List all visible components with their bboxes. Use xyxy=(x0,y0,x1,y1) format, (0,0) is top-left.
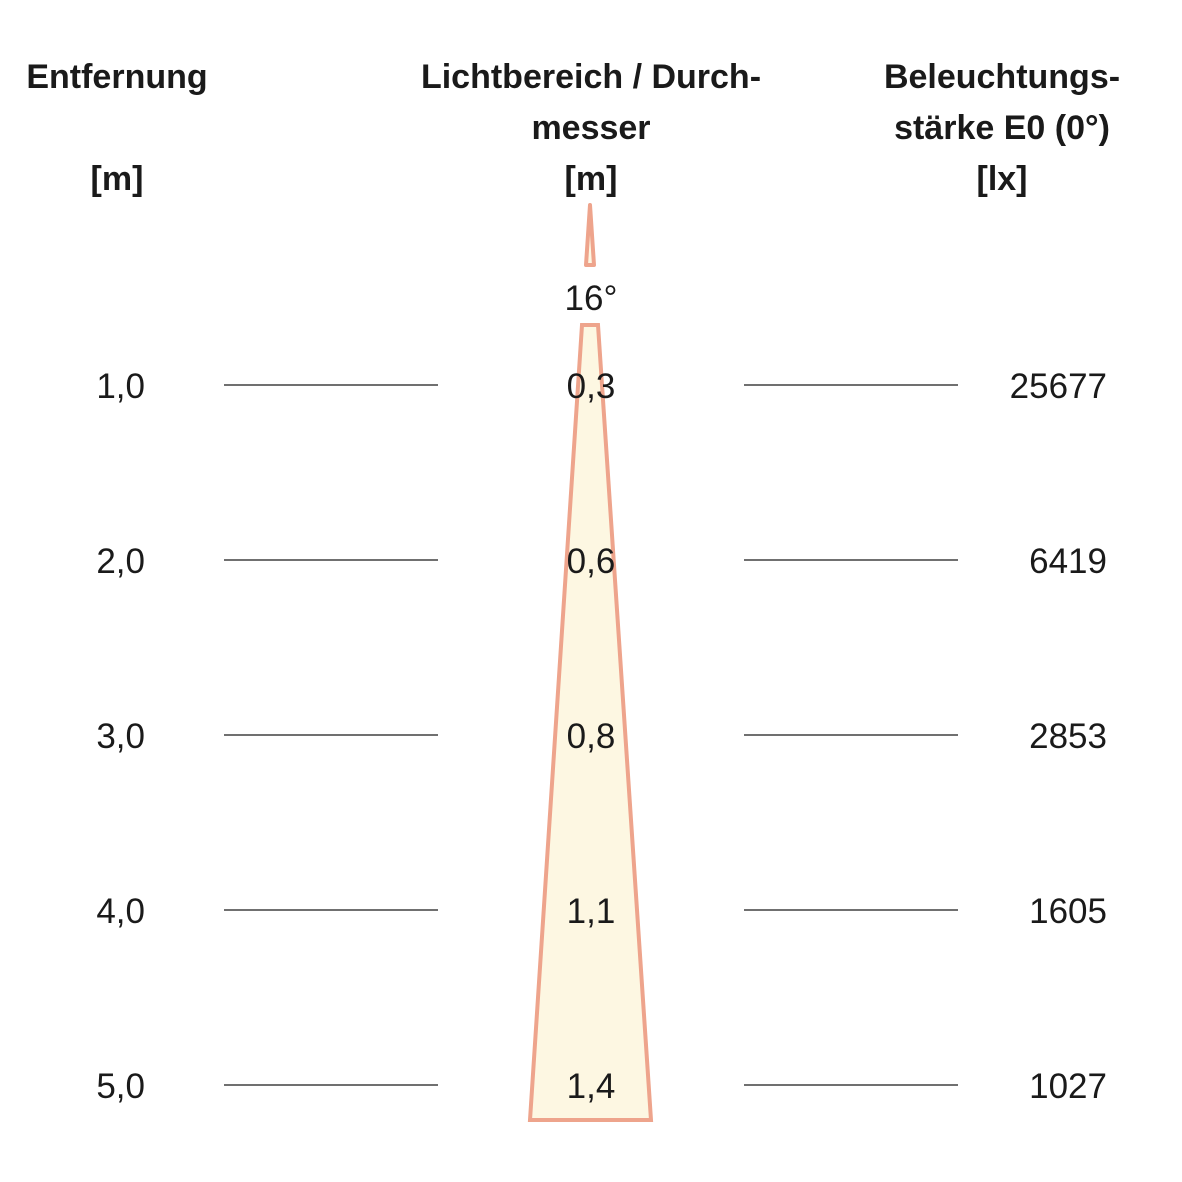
illuminance-value: 6419 xyxy=(1029,542,1107,581)
diameter-value: 1,1 xyxy=(567,892,616,931)
illuminance-value: 1027 xyxy=(1029,1067,1107,1106)
cone-body xyxy=(527,323,654,1122)
diameter-value: 0,8 xyxy=(567,717,616,756)
illuminance-value: 2853 xyxy=(1029,717,1107,756)
diameter-value: 1,4 xyxy=(567,1067,616,1106)
distance-value: 4,0 xyxy=(96,892,145,931)
illuminance-value: 25677 xyxy=(1010,367,1107,406)
header-diameter-line2: messer xyxy=(531,109,650,147)
header-diameter: Lichtbereich / Durch- xyxy=(421,58,761,96)
diameter-value: 0,6 xyxy=(567,542,616,581)
light-cone xyxy=(526,203,656,1132)
distance-value: 1,0 xyxy=(96,367,145,406)
distance-value: 5,0 xyxy=(96,1067,145,1106)
distance-value: 2,0 xyxy=(96,542,145,581)
header-diameter-unit: [m] xyxy=(565,160,618,198)
header-distance-unit: [m] xyxy=(91,160,144,198)
diameter-value: 0,3 xyxy=(567,367,616,406)
header-illuminance-line2: stärke E0 (0°) xyxy=(894,109,1110,147)
illuminance-value: 1605 xyxy=(1029,892,1107,931)
distance-value: 3,0 xyxy=(96,717,145,756)
header-illuminance-unit: [lx] xyxy=(977,160,1028,198)
beam-angle-label: 16° xyxy=(565,279,618,318)
cone-tip xyxy=(584,203,596,267)
header-illuminance: Beleuchtungs- xyxy=(884,58,1120,96)
header-distance: Entfernung xyxy=(26,58,207,96)
